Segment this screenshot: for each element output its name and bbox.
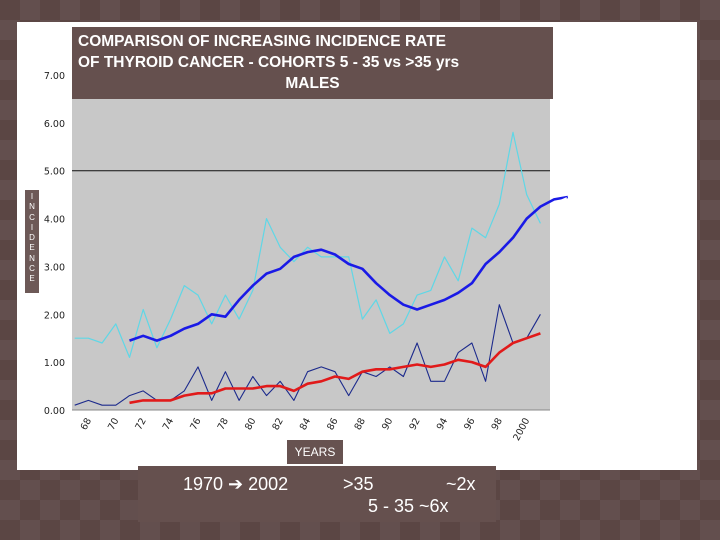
- y-axis-label-letter: I: [30, 222, 34, 232]
- x-tick-label: 92: [407, 416, 422, 432]
- y-tick-label: 0.00: [44, 406, 65, 417]
- series-lines: [74, 131, 569, 406]
- x-tick-label: 86: [325, 416, 340, 432]
- y-axis-label-letter: N: [29, 202, 35, 212]
- x-tick-labels: 68 70 72 74 76 78 80 82 84 86 88 90 92 94 96 98 2000: [79, 416, 533, 443]
- x-tick-label: 98: [490, 416, 505, 432]
- note-period: 1970 ➔ 2002: [183, 474, 289, 494]
- x-tick-label: 2000: [511, 416, 532, 443]
- x-axis-label: YEARS: [287, 440, 343, 464]
- y-axis-label-letter: E: [29, 243, 35, 253]
- y-tick-label: 1.00: [44, 358, 65, 369]
- series-under35-trend: [129, 195, 569, 342]
- series-label-under-35: <35: [557, 192, 588, 212]
- y-tick-label: 2.00: [44, 310, 65, 321]
- chart-title: COMPARISON OF INCREASING INCIDENCE RATE …: [72, 27, 553, 99]
- x-tick-label: 72: [133, 416, 148, 432]
- x-tick-label: 90: [380, 416, 395, 432]
- note-over35: >35: [343, 474, 374, 494]
- y-axis-label-letter: D: [29, 233, 35, 243]
- plot-area: [72, 75, 550, 410]
- note-under35-change: 5 - 35 ~6x: [368, 496, 449, 516]
- y-tick-labels: 0.00 1.00 2.00 3.00 4.00 5.00 6.00 7.00: [44, 71, 65, 417]
- x-tick-label: 96: [462, 416, 477, 432]
- y-axis-label-letter: I: [30, 192, 34, 201]
- series-under35-annual: [74, 131, 541, 358]
- chart-title-line-1: COMPARISON OF INCREASING INCIDENCE RATE: [78, 33, 446, 50]
- x-tick-label: 84: [298, 416, 313, 432]
- series-over35-trend: [129, 332, 541, 405]
- y-gridlines: [72, 170, 550, 411]
- summary-note: 1970 ➔ 2002 >35 ~2x 5 - 35 ~6x: [138, 466, 496, 522]
- x-tick-label: 68: [79, 416, 94, 432]
- y-axis-label-letter: N: [29, 253, 35, 263]
- series-label-over-35: >35: [555, 320, 586, 340]
- x-tick-label: 70: [106, 416, 121, 432]
- y-tick-label: 4.00: [44, 215, 65, 226]
- x-tick-label: 82: [270, 416, 285, 432]
- y-axis-label-letter: C: [29, 264, 35, 274]
- y-tick-label: 3.00: [44, 262, 65, 273]
- chart-title-line-2: OF THYROID CANCER - COHORTS 5 - 35 vs >3…: [78, 54, 460, 71]
- x-tick-label: 88: [353, 416, 368, 432]
- note-over35-change: ~2x: [446, 474, 476, 494]
- y-axis-label-letter: C: [29, 212, 35, 222]
- y-tick-label: 7.00: [44, 71, 65, 82]
- x-tick-label: 76: [188, 416, 203, 432]
- chart-title-line-3: MALES: [285, 75, 340, 92]
- x-tick-label: 80: [243, 416, 258, 432]
- y-axis-label-letter: E: [29, 274, 35, 284]
- x-tick-label: 78: [216, 416, 231, 432]
- x-tick-label: 74: [161, 416, 176, 432]
- series-over35-annual: [74, 304, 541, 406]
- y-tick-label: 6.00: [44, 119, 65, 130]
- x-tick-label: 94: [435, 416, 450, 432]
- y-tick-label: 5.00: [44, 167, 65, 178]
